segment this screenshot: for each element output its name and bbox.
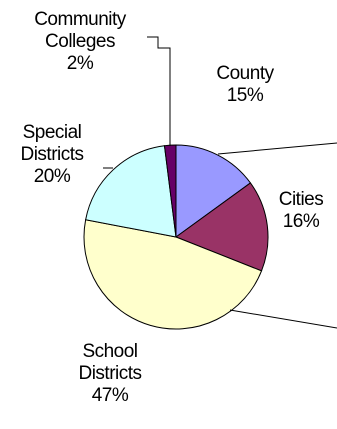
slice-name-line: Special <box>22 122 82 143</box>
pie-slice-county <box>175 144 252 238</box>
leader-line-community-colleges <box>147 36 171 146</box>
slice-label-cities: Cities 16% <box>268 189 334 233</box>
leader-line-school-districts <box>229 309 337 329</box>
slice-name-line: Colleges <box>45 31 115 52</box>
slice-value-label: 47% <box>91 385 129 406</box>
slice-label-special-districts: Special Districts 20% <box>0 122 104 188</box>
leader-line-county <box>217 142 337 155</box>
slice-name-line: County <box>216 63 274 84</box>
slice-value-label: 2% <box>66 53 94 74</box>
slice-label-school-districts: School Districts 47% <box>40 341 180 407</box>
slice-name-line: Districts <box>78 363 142 384</box>
slice-name-line: Districts <box>20 144 84 165</box>
slice-name-line: School <box>82 341 138 362</box>
slice-label-county: County 15% <box>190 63 300 107</box>
pie-slice-special-districts <box>85 145 177 238</box>
pie-slice-school-districts <box>83 219 263 330</box>
slice-label-community-colleges: Community Colleges 2% <box>5 9 155 75</box>
pie-slice-cities <box>174 182 269 272</box>
slice-value-label: 16% <box>282 211 320 232</box>
slice-value-label: 20% <box>33 166 71 187</box>
slice-value-label: 15% <box>226 85 264 106</box>
pie-slices <box>83 144 269 330</box>
slice-name-line: Cities <box>278 189 324 210</box>
leader-lines <box>103 36 337 329</box>
slice-name-line: Community <box>34 9 126 30</box>
